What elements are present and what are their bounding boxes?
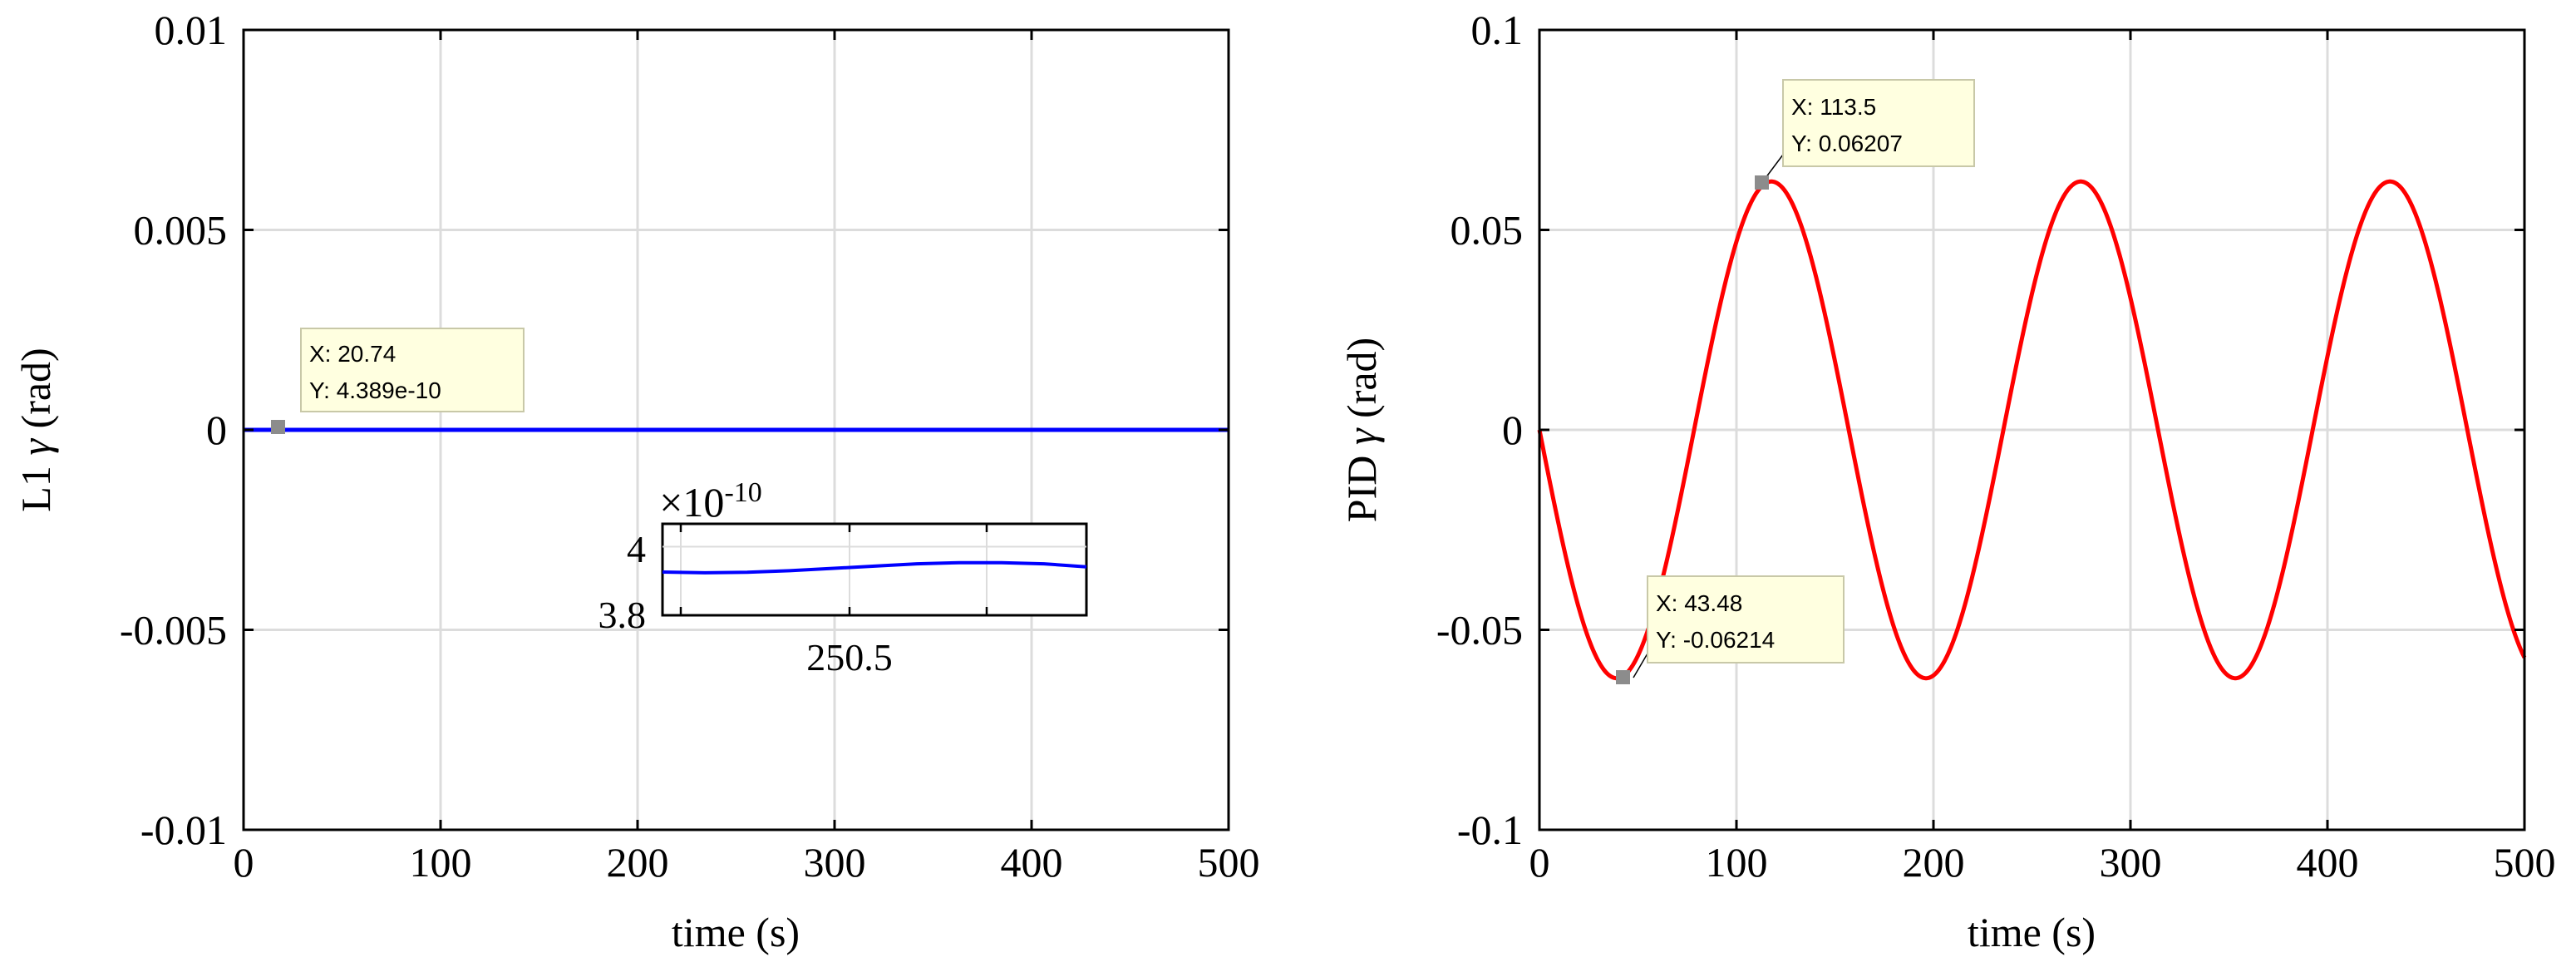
l1-y-tick-label: 0.01 <box>155 7 228 53</box>
l1-x-tick-labels: 0 100 200 300 400 500 <box>234 839 1260 886</box>
l1-x-tick-label: 400 <box>1001 839 1063 886</box>
datatip-marker[interactable] <box>1755 175 1769 190</box>
pid-y-tick-label: -0.1 <box>1457 807 1523 853</box>
pid-datatip-peak[interactable]: X: 113.5 Y: 0.06207 <box>1755 79 1975 190</box>
datatip-y-text: Y: 4.389e-10 <box>309 377 441 403</box>
l1-x-tick-label: 500 <box>1198 839 1260 886</box>
pid-x-tick-label: 300 <box>2100 839 2162 886</box>
pid-x-tick-label: 200 <box>1903 839 1965 886</box>
datatip-marker[interactable] <box>271 420 285 434</box>
pid-axes-box <box>1538 28 2526 831</box>
pid-y-axis-label: PID γ (rad) <box>1338 338 1385 522</box>
pid-y-tick-labels: -0.1 -0.05 0 0.05 0.1 <box>1436 7 1523 853</box>
datatip-y-text: Y: -0.06214 <box>1656 627 1775 653</box>
pid-x-tick-label: 100 <box>1706 839 1768 886</box>
l1-inset-zoom: ×10-10 4 3.8 250.5 <box>598 477 1088 678</box>
l1-y-tick-label: 0 <box>206 407 227 453</box>
datatip-box <box>300 328 525 412</box>
l1-axes-box <box>242 28 1230 831</box>
inset-axes-box <box>661 522 1088 617</box>
inset-y-tick-label: 3.8 <box>598 594 647 636</box>
pid-gamma-chart: 0 100 200 300 400 500 -0.1 -0.05 0 0.05 0.1 time … <box>1338 7 2556 955</box>
inset-scale-factor: ×10-10 <box>659 477 762 525</box>
datatip-x-text: X: 20.74 <box>309 341 396 367</box>
pid-x-tick-labels: 0 100 200 300 400 500 <box>1529 839 2556 886</box>
datatip-y-text: Y: 0.06207 <box>1791 131 1903 156</box>
pid-x-tick-label: 400 <box>2297 839 2359 886</box>
inset-grid <box>662 524 1086 615</box>
inset-x-tick-label: 250.5 <box>806 636 893 678</box>
datatip-box <box>1782 79 1975 167</box>
inset-y-tick-label: 4 <box>627 528 646 570</box>
l1-datatip[interactable]: X: 20.74 Y: 4.389e-10 <box>271 328 525 434</box>
pid-y-tick-label: 0.1 <box>1471 7 1524 53</box>
pid-y-tick-label: 0.05 <box>1451 207 1524 254</box>
pid-series-line <box>1537 179 2527 681</box>
l1-gamma-chart: 0 100 200 300 400 500 -0.01 -0.005 0 0.005 0.01 t… <box>12 7 1260 955</box>
pid-series-layer <box>1537 179 2527 681</box>
datatip-x-text: X: 113.5 <box>1791 94 1876 120</box>
pid-x-tick-label: 500 <box>2494 839 2556 886</box>
pid-datatip-trough[interactable]: X: 43.48 Y: -0.06214 <box>1616 575 1845 684</box>
pid-y-tick-label: -0.05 <box>1436 607 1523 654</box>
datatip-box <box>1647 575 1845 664</box>
datatip-x-text: X: 43.48 <box>1656 590 1742 616</box>
l1-x-axis-label: time (s) <box>672 909 800 955</box>
inset-series-line <box>662 560 1087 575</box>
l1-y-tick-label: 0.005 <box>134 207 228 254</box>
l1-y-tick-labels: -0.01 -0.005 0 0.005 0.01 <box>120 7 227 853</box>
pid-x-axis-label: time (s) <box>1968 909 2096 955</box>
l1-x-tick-label: 100 <box>410 839 472 886</box>
pid-x-tick-label: 0 <box>1529 839 1550 886</box>
l1-x-tick-label: 300 <box>804 839 866 886</box>
l1-y-tick-label: -0.01 <box>140 807 227 853</box>
datatip-pointer <box>1633 653 1648 678</box>
l1-x-tick-label: 200 <box>607 839 669 886</box>
pid-y-tick-label: 0 <box>1502 407 1523 453</box>
l1-y-tick-label: -0.005 <box>120 607 227 654</box>
l1-x-tick-label: 0 <box>234 839 254 886</box>
datatip-marker[interactable] <box>1616 670 1630 684</box>
l1-y-axis-label: L1 γ (rad) <box>12 348 59 511</box>
